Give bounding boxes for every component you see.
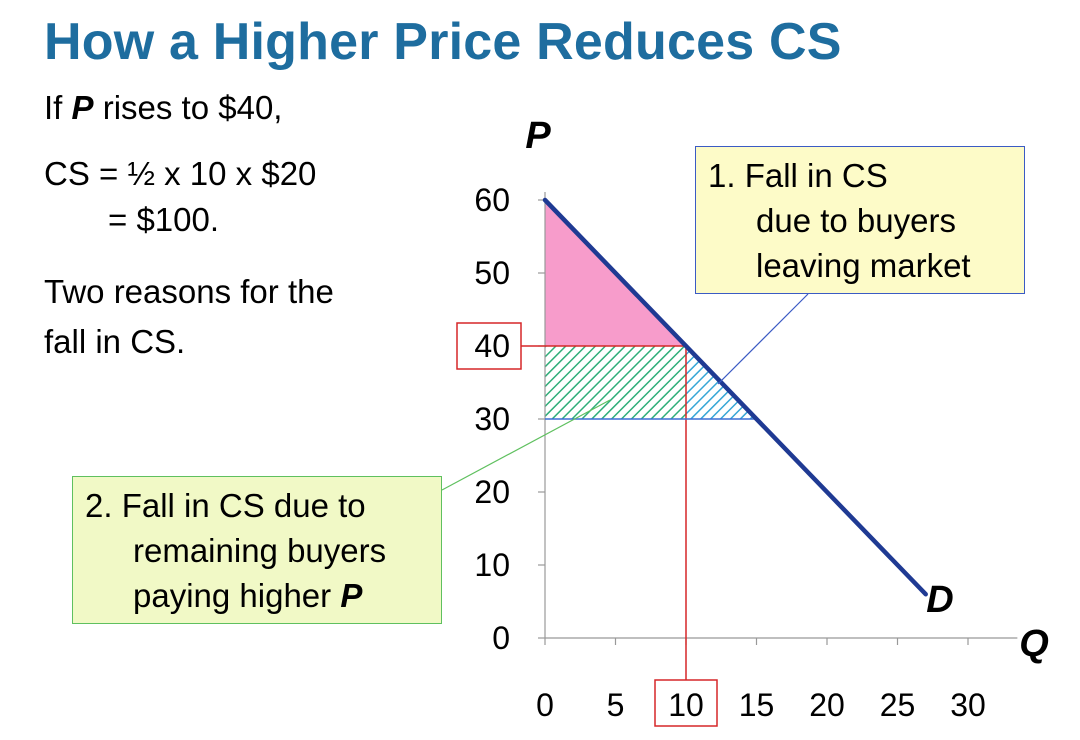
price-variable: P [71, 89, 94, 126]
callout-price-variable: P [340, 577, 363, 614]
y-tick-label: 60 [474, 182, 510, 218]
callout-buyers-leaving-line1: Fall in CS [744, 157, 888, 194]
callout-buyers-leaving-line3: leaving market [756, 247, 971, 284]
x-tick-label: 5 [607, 687, 625, 723]
slide-title: How a Higher Price Reduces CS [44, 13, 842, 71]
callout-remaining-buyers: 2. Fall in CS due to remaining buyers pa… [72, 476, 442, 624]
callout-buyers-leaving-row1: 1. Fall in CS [708, 153, 1024, 198]
x-tick-label: 30 [950, 687, 986, 723]
x-tick-label: 0 [536, 687, 554, 723]
y-tick-label: 50 [474, 255, 510, 291]
remaining-buyers-loss-area [545, 346, 686, 419]
x-axis-title: Q [1019, 623, 1049, 665]
y-axis-title: P [525, 115, 551, 157]
callout-remaining-buyers-line3: paying higher [133, 577, 341, 614]
callout-remaining-buyers-row3: paying higher P [85, 573, 441, 618]
text-line-price-rise-pre: If [44, 89, 72, 126]
demand-curve [542, 197, 928, 597]
callout-remaining-buyers-number: 2. [85, 487, 113, 524]
callout-buyers-leaving-number: 1. [708, 157, 736, 194]
text-line-price-rise: If P rises to $40, [44, 88, 282, 128]
y-tick-label: 30 [474, 401, 510, 437]
text-line-price-rise-post: rises to $40, [93, 89, 283, 126]
callout-buyers-leaving-line2: due to buyers [756, 202, 956, 239]
callout-remaining-buyers-line2: remaining buyers [133, 532, 387, 569]
x-tick-label: 20 [809, 687, 845, 723]
text-line-cs-result: = $100. [108, 201, 220, 238]
y-tick-label: 10 [474, 547, 510, 583]
y-tick-label: 0 [492, 620, 510, 656]
y-tick-label: 20 [474, 474, 510, 510]
x-tick-label: 15 [739, 687, 775, 723]
x-tick-label: 10 [668, 687, 704, 723]
x-tick-label: 25 [880, 687, 916, 723]
callout-buyers-leaving-connector [717, 293, 809, 385]
callout-remaining-buyers-line1: Fall in CS due to [121, 487, 366, 524]
demand-curve-label: D [926, 579, 953, 621]
y-tick-label: 40 [474, 328, 510, 364]
callout-remaining-buyers-connector [441, 399, 611, 491]
text-line-two-reasons: Two reasons for the [44, 273, 334, 310]
callout-remaining-buyers-row1: 2. Fall in CS due to [85, 483, 441, 528]
callout-buyers-leaving: 1. Fall in CS due to buyers leaving mark… [695, 146, 1025, 294]
text-line-fall-in-cs: fall in CS. [44, 323, 186, 360]
text-line-cs-formula: CS = ½ x 10 x $20 [44, 155, 317, 192]
